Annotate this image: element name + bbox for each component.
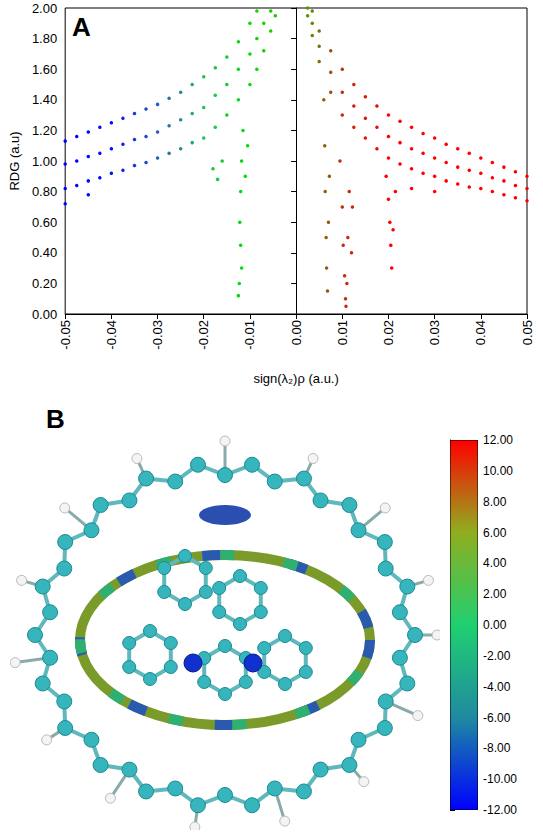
svg-text:0.80: 0.80 <box>32 184 57 199</box>
svg-text:0.03: 0.03 <box>427 320 442 345</box>
svg-text:0.05: 0.05 <box>520 320 535 345</box>
svg-text:-8.00: -8.00 <box>483 741 511 755</box>
svg-text:-12.00: -12.00 <box>483 803 517 817</box>
svg-text:-4.00: -4.00 <box>483 680 511 694</box>
svg-text:0.00: 0.00 <box>483 618 507 632</box>
svg-text:0.00: 0.00 <box>32 307 57 322</box>
svg-text:12.00: 12.00 <box>483 433 513 447</box>
html-text:B: B <box>46 404 65 434</box>
svg-text:-0.05: -0.05 <box>58 320 73 350</box>
svg-text:1.80: 1.80 <box>32 31 57 46</box>
svg-text:-0.01: -0.01 <box>242 320 257 350</box>
svg-text:-10.00: -10.00 <box>483 772 517 786</box>
svg-text:sign(λ₂)ρ (a.u.): sign(λ₂)ρ (a.u.) <box>253 371 338 386</box>
svg-text:0.60: 0.60 <box>32 215 57 230</box>
svg-text:6.00: 6.00 <box>483 526 507 540</box>
svg-text:2.00: 2.00 <box>483 587 507 601</box>
svg-text:0.00: 0.00 <box>289 320 304 345</box>
svg-text:RDG (a.u): RDG (a.u) <box>7 131 22 190</box>
svg-text:8.00: 8.00 <box>483 495 507 509</box>
svg-text:1.60: 1.60 <box>32 62 57 77</box>
svg-text:1.00: 1.00 <box>32 154 57 169</box>
svg-text:1.20: 1.20 <box>32 123 57 138</box>
svg-text:0.04: 0.04 <box>473 320 488 345</box>
svg-text:-0.03: -0.03 <box>150 320 165 350</box>
svg-text:1.40: 1.40 <box>32 92 57 107</box>
svg-text:0.20: 0.20 <box>32 276 57 291</box>
svg-text:-0.04: -0.04 <box>104 320 119 350</box>
svg-text:0.02: 0.02 <box>381 320 396 345</box>
svg-text:-2.00: -2.00 <box>483 649 511 663</box>
svg-text:2.00: 2.00 <box>32 1 57 16</box>
svg-text:A: A <box>72 12 91 42</box>
svg-text:-6.00: -6.00 <box>483 711 511 725</box>
svg-text:4.00: 4.00 <box>483 556 507 570</box>
svg-text:10.00: 10.00 <box>483 464 513 478</box>
svg-text:0.01: 0.01 <box>335 320 350 345</box>
svg-text:-0.02: -0.02 <box>196 320 211 350</box>
svg-text:0.40: 0.40 <box>32 245 57 260</box>
